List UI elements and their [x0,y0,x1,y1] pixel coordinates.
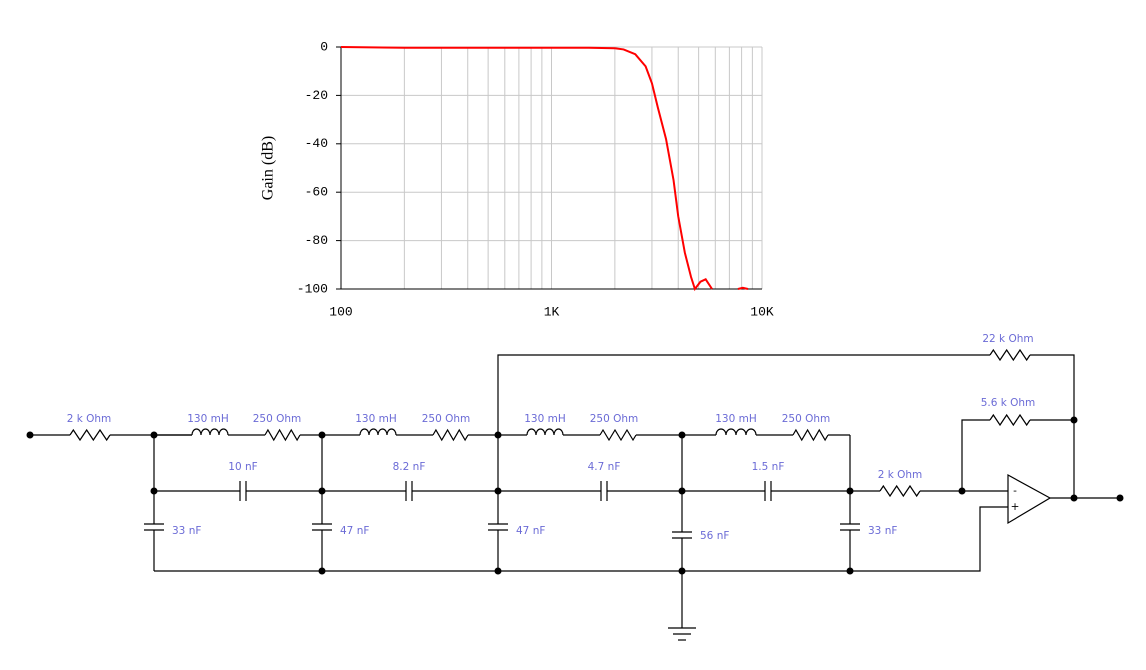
op-amp-input: - [1013,485,1017,497]
resistor [989,413,1031,427]
resistor [989,348,1031,362]
junction [846,487,854,495]
resistor [264,428,301,442]
component-label: 130 mH [715,413,757,425]
junction [150,487,158,495]
junction [1070,416,1078,424]
y-tick-label: -20 [305,88,328,103]
component-label: 33 nF [172,525,201,537]
component-label: 10 nF [228,461,257,473]
y-tick-label: 0 [320,39,328,54]
junction [318,431,326,439]
resistor [879,484,921,498]
inductor [191,428,229,436]
junction [1070,494,1078,502]
component-label: 1.5 nF [752,461,785,473]
junction [150,431,158,439]
component-label: 250 Ohm [422,413,471,425]
junction [678,567,686,575]
resistor [599,428,637,442]
junction [26,431,34,439]
x-tick-label: 10K [750,304,774,319]
resistor [792,428,829,442]
component-label: 130 mH [524,413,566,425]
component-label: 33 nF [868,525,897,537]
component-label: 47 nF [516,525,545,537]
circuit: - +2 k Ohm 130 mH 250 Ohm 130 mH 250 Ohm 130 m… [26,333,1124,641]
component-label: 130 mH [355,413,397,425]
junction [318,567,326,575]
y-tick-label: -60 [305,185,328,200]
resistor [432,428,469,442]
wire [497,354,990,435]
y-tick-label: -40 [305,136,328,151]
component-label: 5.6 k Ohm [981,397,1036,409]
component-label: 2 k Ohm [67,413,112,425]
junction [678,431,686,439]
component-label: 130 mH [187,413,229,425]
component-label: 250 Ohm [590,413,639,425]
wire [1030,354,1075,498]
resistor [69,428,111,442]
component-label: 56 nF [700,530,729,542]
junction [1116,494,1124,502]
component-label: 8.2 nF [393,461,426,473]
component-label: 47 nF [340,525,369,537]
y-tick-label: -80 [305,233,328,248]
component-label: 4.7 nF [588,461,621,473]
inductor [715,428,757,436]
wire [961,419,990,491]
junction [846,567,854,575]
data-line [340,46,749,292]
junction [494,567,502,575]
component-label: 250 Ohm [782,413,831,425]
inductor [359,428,397,436]
y-tick-label: -100 [297,281,328,296]
component-label: 22 k Ohm [982,333,1033,345]
x-tick-label: 100 [329,304,352,319]
y-axis-label: Gain (dB) [260,136,277,200]
wire [154,506,1008,572]
junction [678,487,686,495]
inductor [526,428,564,436]
op-amp-input: + [1011,501,1020,513]
component-label: 2 k Ohm [878,469,923,481]
x-tick-label: 1K [544,304,560,319]
junction [494,431,502,439]
junction [958,487,966,495]
op-amp [1007,473,1052,525]
junction [494,487,502,495]
junction [318,487,326,495]
component-label: 250 Ohm [253,413,302,425]
